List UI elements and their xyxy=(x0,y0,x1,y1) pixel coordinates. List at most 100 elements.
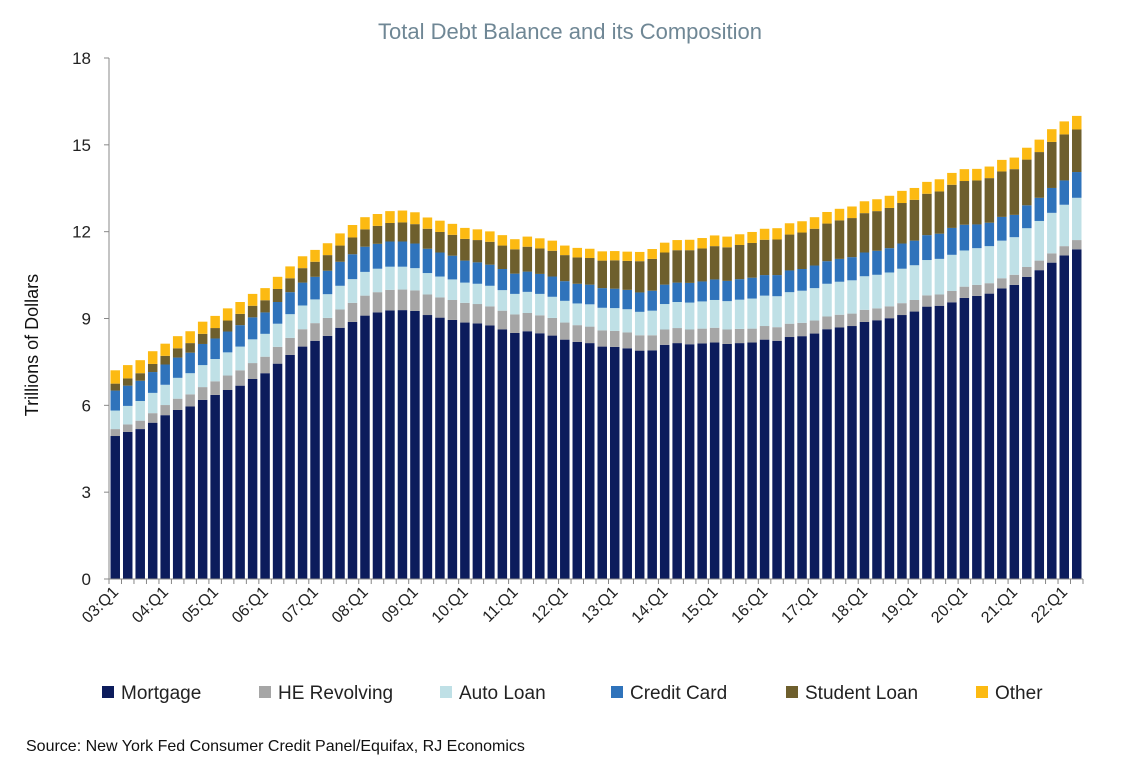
bar-mortgage-18-q1 xyxy=(859,321,870,579)
bar-student-loan-08-q1 xyxy=(360,229,370,247)
y-tick-label: 9 xyxy=(82,310,91,329)
bar-mortgage-15-q3 xyxy=(734,343,745,579)
bar-student-loan-03-q3 xyxy=(135,373,145,381)
bar-auto-loan-07-q4 xyxy=(347,279,358,303)
bar-mortgage-13-q1 xyxy=(609,346,620,579)
bar-other-21-q3 xyxy=(1034,139,1045,153)
bar-mortgage-10-q1 xyxy=(460,322,470,579)
bar-mortgage-09-q1 xyxy=(410,310,420,579)
bar-auto-loan-19-q1 xyxy=(909,265,920,300)
bar-credit-card-12-q2 xyxy=(572,283,583,304)
x-tick-label: 06:Q1 xyxy=(229,584,272,627)
bar-he-revolving-05-q1 xyxy=(210,381,220,395)
bar-credit-card-17-q1 xyxy=(809,265,820,289)
bar-other-07-q4 xyxy=(347,225,358,238)
bar-mortgage-04-q1 xyxy=(160,415,170,579)
bar-other-08-q1 xyxy=(360,217,370,230)
bar-other-20-q4 xyxy=(997,159,1007,172)
bar-student-loan-13-q1 xyxy=(609,260,620,289)
bar-mortgage-15-q4 xyxy=(747,342,757,579)
y-axis: 0 3 6 9 12 15 18 xyxy=(72,49,110,589)
bar-mortgage-17-q2 xyxy=(822,329,832,579)
bar-auto-loan-13-q3 xyxy=(634,311,645,336)
x-tick-label: 22:Q1 xyxy=(1028,584,1071,627)
bar-student-loan-16-q4 xyxy=(797,232,807,269)
bar-mortgage-08-q3 xyxy=(385,310,395,579)
bar-auto-loan-11-q3 xyxy=(535,293,545,316)
x-tick-label: 14:Q1 xyxy=(629,584,672,627)
bar-other-03-q3 xyxy=(135,360,145,374)
bar-credit-card-05-q2 xyxy=(222,331,233,353)
bar-auto-loan-05-q4 xyxy=(247,339,258,364)
bar-he-revolving-22-q1 xyxy=(1059,246,1070,256)
bar-credit-card-20-q4 xyxy=(997,216,1007,241)
bar-student-loan-13-q2 xyxy=(622,260,632,290)
bar-he-revolving-04-q2 xyxy=(172,398,183,410)
bar-student-loan-17-q4 xyxy=(847,218,857,258)
bar-auto-loan-19-q4 xyxy=(947,254,957,291)
bar-he-revolving-09-q1 xyxy=(410,290,420,311)
bar-other-19-q3 xyxy=(934,179,945,192)
bar-student-loan-14-q3 xyxy=(684,250,695,283)
bar-mortgage-22-q1 xyxy=(1059,255,1070,579)
bar-he-revolving-07-q4 xyxy=(347,302,358,322)
bar-student-loan-07-q3 xyxy=(335,245,345,262)
bar-mortgage-16-q3 xyxy=(784,337,795,579)
bar-student-loan-14-q4 xyxy=(697,248,707,282)
bar-credit-card-20-q3 xyxy=(984,222,995,247)
bar-he-revolving-17-q1 xyxy=(809,320,820,334)
legend-swatch-credit-card xyxy=(611,686,623,698)
bar-student-loan-05-q3 xyxy=(235,313,245,326)
bar-other-20-q3 xyxy=(984,166,995,179)
legend-swatch-he-revolving xyxy=(259,686,271,698)
bar-he-revolving-18-q4 xyxy=(897,303,907,316)
bar-credit-card-11-q4 xyxy=(547,276,558,297)
x-tick-label: 16:Q1 xyxy=(729,584,772,627)
bar-other-07-q3 xyxy=(335,233,345,246)
bar-mortgage-03-q1 xyxy=(110,436,120,579)
bar-credit-card-13-q4 xyxy=(647,290,657,311)
bar-auto-loan-17-q2 xyxy=(822,283,832,317)
bar-auto-loan-19-q3 xyxy=(934,258,945,295)
bar-he-revolving-16-q4 xyxy=(797,322,807,337)
bar-student-loan-04-q2 xyxy=(172,348,183,358)
bar-credit-card-03-q2 xyxy=(122,385,133,406)
bar-mortgage-12-q4 xyxy=(597,346,607,579)
bar-auto-loan-08-q4 xyxy=(397,266,408,290)
bar-auto-loan-06-q1 xyxy=(260,333,270,357)
bar-student-loan-11-q3 xyxy=(535,248,545,274)
bar-credit-card-19-q2 xyxy=(922,235,932,261)
bar-other-13-q3 xyxy=(634,251,645,262)
y-axis-label: Trillions of Dollars xyxy=(22,274,42,416)
bar-student-loan-21-q3 xyxy=(1034,152,1045,198)
bar-credit-card-10-q2 xyxy=(472,262,483,284)
bar-mortgage-05-q2 xyxy=(222,389,233,579)
bar-credit-card-05-q4 xyxy=(247,317,258,340)
bar-other-10-q2 xyxy=(472,229,483,241)
bar-credit-card-21-q3 xyxy=(1034,197,1045,221)
bar-student-loan-09-q4 xyxy=(447,234,458,256)
bar-mortgage-11-q4 xyxy=(547,335,558,579)
bar-he-revolving-14-q4 xyxy=(697,328,707,344)
bar-mortgage-07-q3 xyxy=(335,327,345,579)
bar-mortgage-21-q1 xyxy=(1009,284,1020,579)
bar-he-revolving-05-q3 xyxy=(235,370,245,386)
bar-student-loan-11-q2 xyxy=(522,246,533,272)
bar-auto-loan-22-q1 xyxy=(1059,204,1070,247)
bar-student-loan-20-q3 xyxy=(984,178,995,223)
bar-auto-loan-20-q3 xyxy=(984,246,995,284)
bar-student-loan-17-q2 xyxy=(822,223,832,262)
bar-other-10-q1 xyxy=(460,227,470,239)
bar-other-21-q4 xyxy=(1047,129,1057,142)
bar-student-loan-20-q1 xyxy=(959,181,970,225)
bar-mortgage-07-q2 xyxy=(322,335,333,579)
x-tick-label: 04:Q1 xyxy=(129,584,172,627)
bar-student-loan-12-q3 xyxy=(585,258,595,285)
bar-he-revolving-13-q2 xyxy=(622,332,632,349)
bar-other-12-q1 xyxy=(560,245,570,256)
bar-mortgage-19-q4 xyxy=(947,302,957,579)
bar-student-loan-15-q4 xyxy=(747,242,757,278)
bar-auto-loan-19-q2 xyxy=(922,260,932,296)
bar-he-revolving-12-q4 xyxy=(597,330,607,347)
bar-other-09-q3 xyxy=(435,220,445,232)
